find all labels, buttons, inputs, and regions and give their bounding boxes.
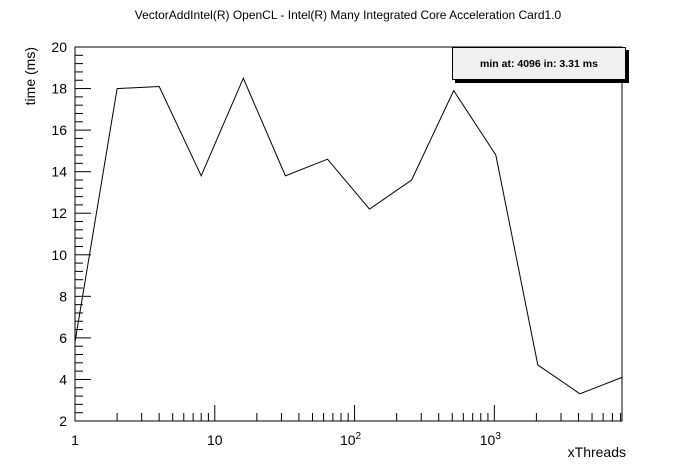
data-point	[579, 393, 581, 395]
data-point	[284, 175, 286, 177]
data-point	[200, 175, 202, 177]
data-point	[495, 154, 497, 156]
data-point	[537, 364, 539, 366]
data-point	[621, 376, 623, 378]
x-tick-label: 1	[71, 432, 79, 448]
min-stat-box: min at: 4096 in: 3.31 ms	[452, 47, 626, 80]
y-tick-label: 20	[51, 39, 67, 55]
data-point	[411, 179, 413, 181]
data-point	[74, 341, 76, 343]
x-tick-label: 10	[207, 432, 223, 448]
data-point	[326, 158, 328, 160]
y-tick-label: 4	[59, 371, 67, 387]
data-point	[116, 88, 118, 90]
data-point	[158, 85, 160, 87]
data-point	[369, 208, 371, 210]
y-tick-label: 10	[51, 247, 67, 263]
x-tick-exponent: 2	[356, 431, 362, 442]
x-tick-label: 103	[480, 431, 502, 448]
x-tick-exponent: 3	[495, 431, 501, 442]
y-tick-label: 18	[51, 81, 67, 97]
x-tick-label: 102	[340, 431, 362, 448]
y-axis-label: time (ms)	[22, 47, 38, 105]
data-point	[242, 77, 244, 79]
y-tick-label: 6	[59, 330, 67, 346]
y-tick-label: 2	[59, 413, 67, 429]
series-line	[74, 76, 623, 395]
y-tick-label: 16	[51, 122, 67, 138]
series-group	[74, 76, 623, 395]
data-point	[453, 90, 455, 92]
y-axis: 2 4 6 8 10 12 14 16 18 20	[51, 39, 91, 429]
chart-title: VectorAddIntel(R) OpenCL - Intel(R) Many…	[134, 8, 562, 22]
plot-frame	[74, 46, 623, 422]
y-tick-label: 8	[59, 288, 67, 304]
min-stat-text: min at: 4096 in: 3.31 ms	[480, 57, 598, 70]
y-tick-label: 14	[51, 164, 67, 180]
x-axis: 1 10 102 103	[71, 405, 622, 448]
x-axis-label: xThreads	[568, 444, 626, 460]
y-tick-label: 12	[51, 205, 67, 221]
